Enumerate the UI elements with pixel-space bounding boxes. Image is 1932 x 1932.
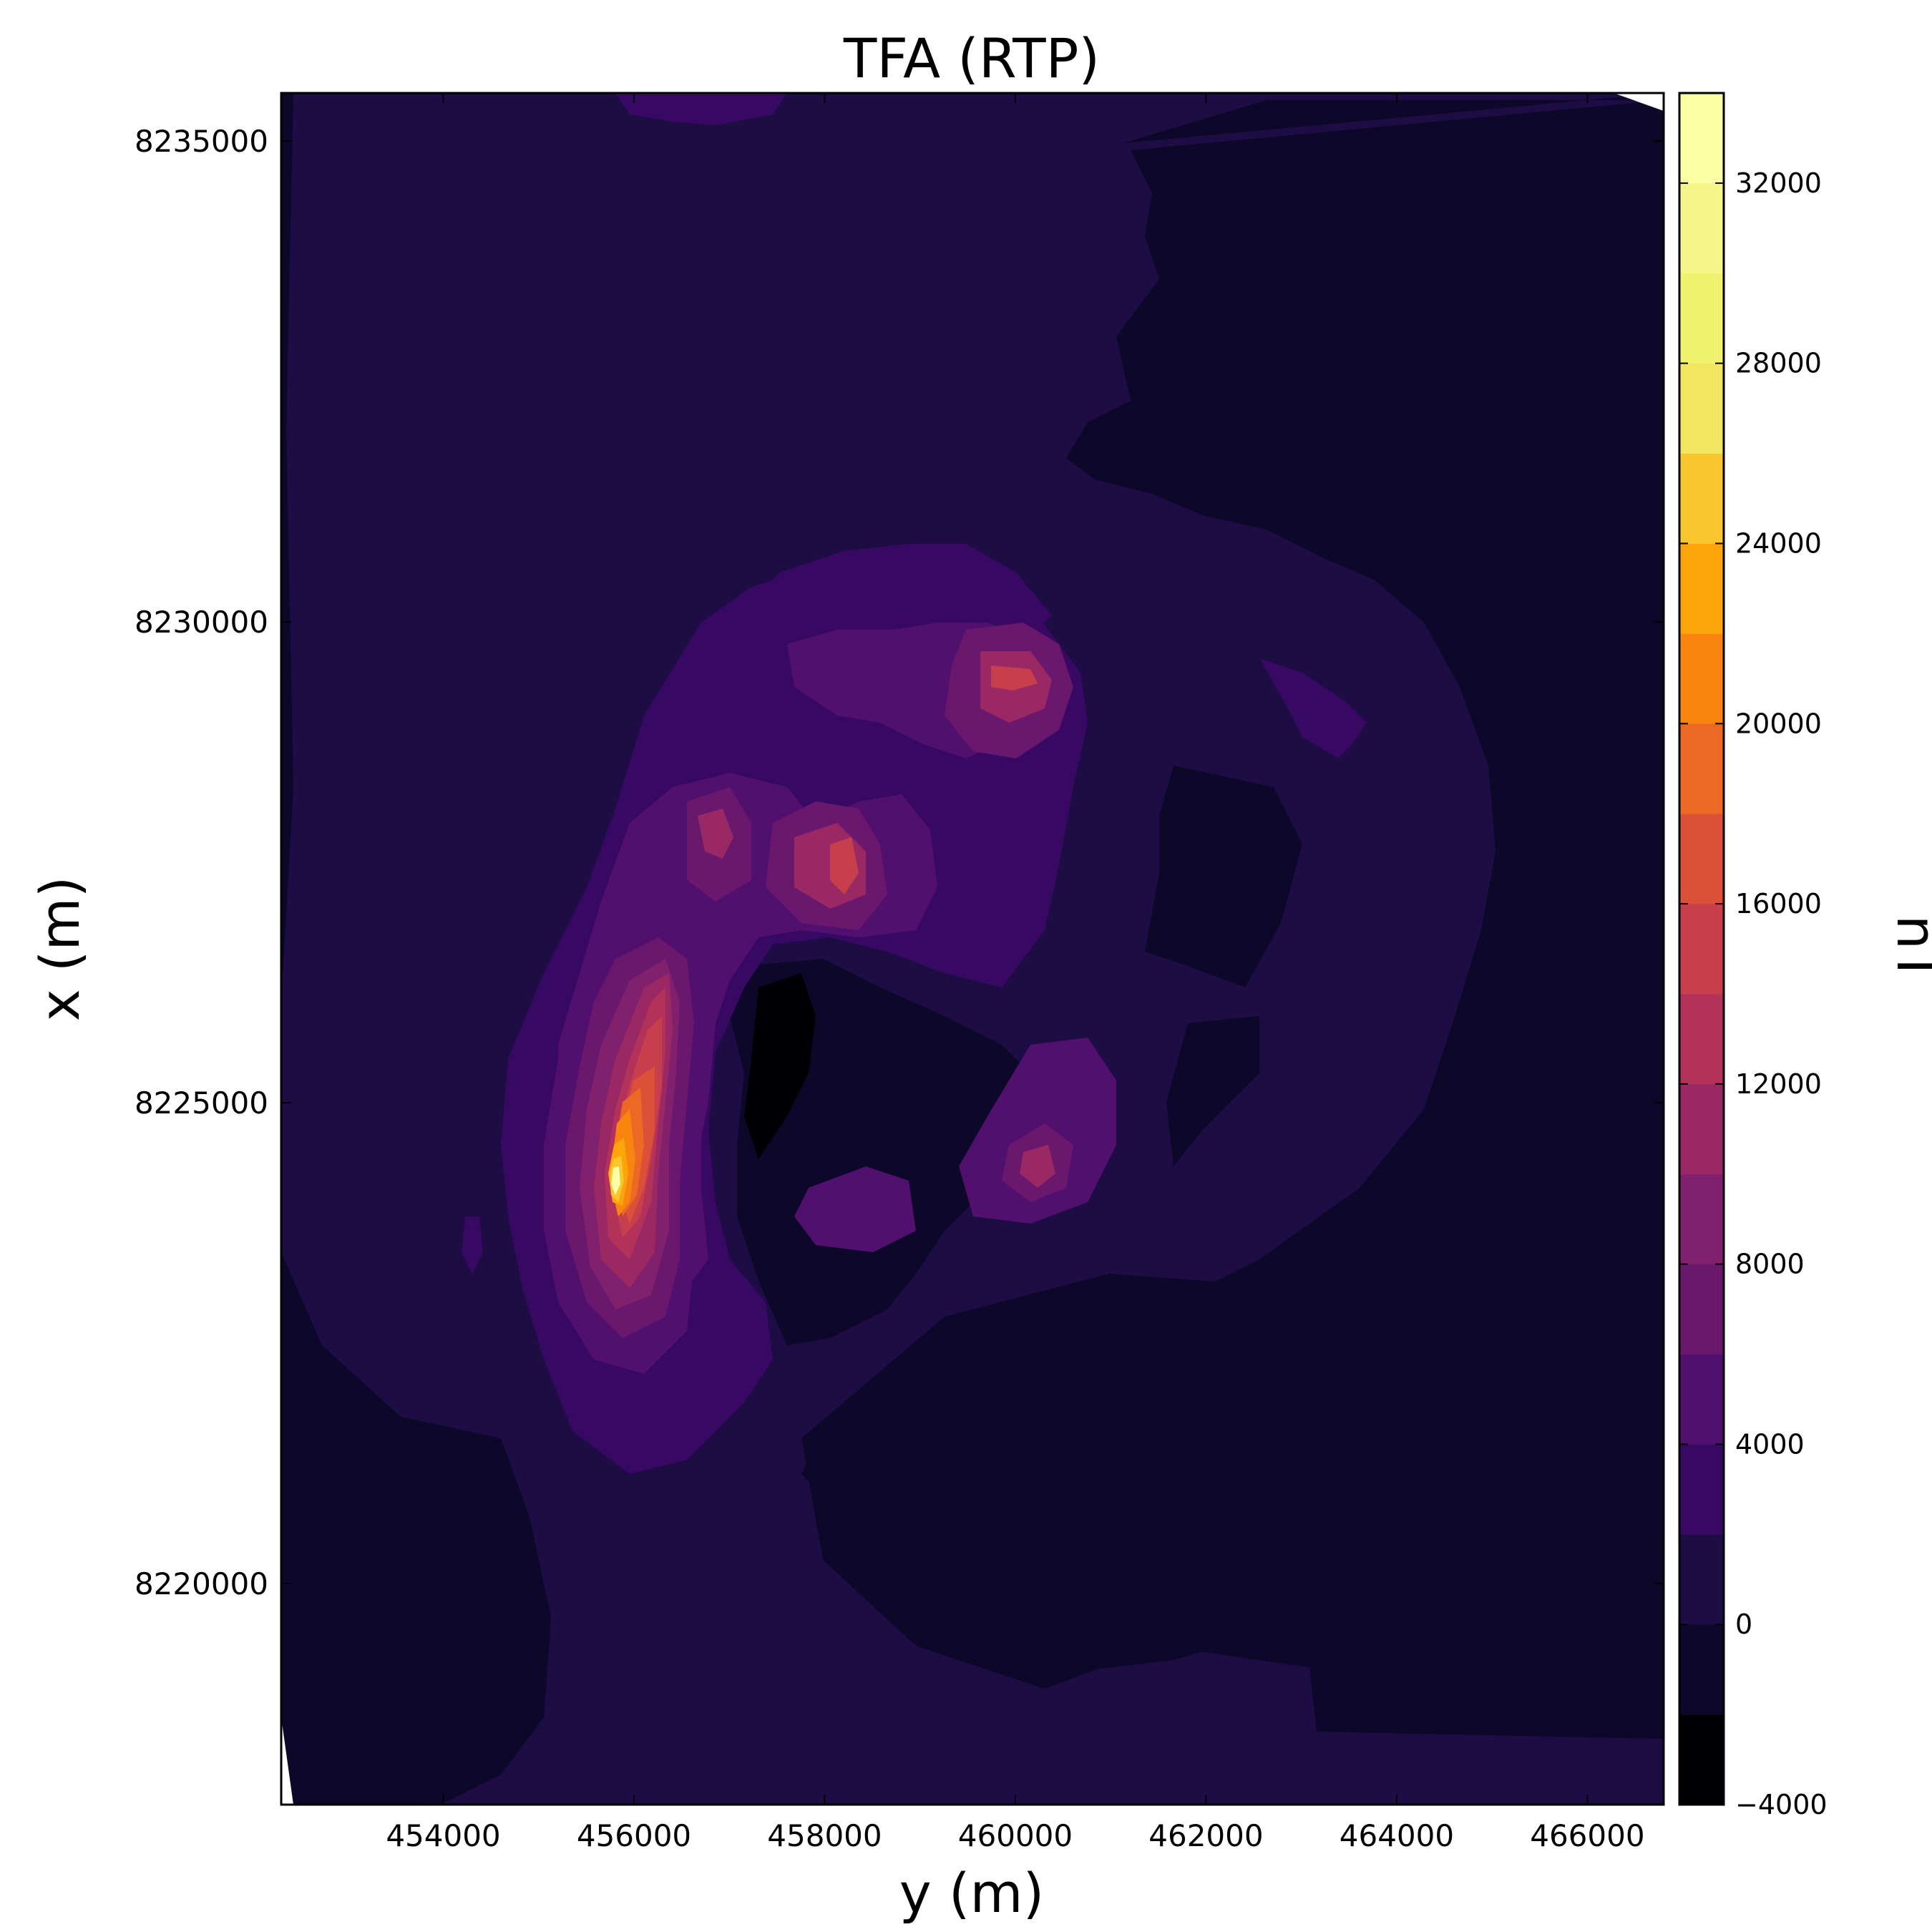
colorbar-tick-label: 24000 bbox=[1735, 527, 1822, 559]
x-axis: 454000 456000 458000 460000 462000 464000 4660… bbox=[386, 93, 1645, 1853]
y-tick-label: 8220000 bbox=[135, 1566, 268, 1601]
y-axis-title: x (m) bbox=[28, 877, 92, 1021]
colorbar-band bbox=[1679, 1714, 1724, 1805]
colorbar-title: nT bbox=[1885, 915, 1932, 983]
colorbar-band bbox=[1679, 1083, 1724, 1175]
contour-nw-peak-12000 bbox=[698, 809, 733, 859]
x-axis-title: y (m) bbox=[899, 1861, 1044, 1925]
colorbar-band bbox=[1679, 363, 1724, 454]
colorbar-tick-label: 28000 bbox=[1735, 348, 1822, 379]
colorbar-band bbox=[1679, 273, 1724, 364]
y-tick-label: 8235000 bbox=[135, 124, 268, 159]
colorbar-band bbox=[1679, 1534, 1724, 1625]
colorbar-band bbox=[1679, 633, 1724, 724]
colorbar-tick-label: 16000 bbox=[1735, 888, 1822, 919]
contour-main-32000 bbox=[611, 1166, 620, 1195]
contour-north-cap bbox=[723, 544, 1052, 658]
colorbar-band bbox=[1679, 723, 1724, 814]
x-tick-label: 454000 bbox=[386, 1818, 500, 1853]
plot-area bbox=[281, 93, 1664, 1805]
colorbar-band bbox=[1679, 453, 1724, 544]
nodata-corner-ne bbox=[1614, 93, 1664, 111]
contour-east-low-pocket bbox=[1145, 766, 1302, 987]
y-axis: 8220000 8225000 8230000 8235000 bbox=[135, 124, 1664, 1601]
contour-mid-peak-16000 bbox=[830, 837, 859, 894]
colorbar-band bbox=[1679, 904, 1724, 995]
colorbar-band bbox=[1679, 1174, 1724, 1265]
colorbar-tick-label: 4000 bbox=[1735, 1428, 1805, 1460]
colorbar: −4000 0 4000 8000 12000 16000 20000 24000 28000 3… bbox=[1678, 92, 1828, 1820]
contour-low-northwest-edge bbox=[281, 93, 293, 1002]
colorbar-band bbox=[1679, 993, 1724, 1085]
contour-se-peak-12000 bbox=[1020, 1145, 1055, 1188]
colorbar-tick-label: 20000 bbox=[1735, 708, 1822, 739]
colorbar-tick-label: 12000 bbox=[1735, 1068, 1822, 1100]
contour-west-small-blob bbox=[462, 1216, 483, 1274]
x-tick-label: 464000 bbox=[1340, 1818, 1454, 1853]
colorbar-band bbox=[1679, 814, 1724, 904]
colorbar-band bbox=[1679, 93, 1724, 184]
y-tick-label: 8225000 bbox=[135, 1085, 268, 1121]
contour-low-northeast bbox=[801, 93, 1664, 1739]
plot-frame bbox=[280, 92, 1665, 1806]
contour-ne-peak-16000 bbox=[991, 665, 1038, 691]
contour-low-east-body bbox=[801, 100, 1664, 1674]
colorbar-tick-label: −4000 bbox=[1735, 1789, 1828, 1820]
colorbar-band bbox=[1679, 1354, 1724, 1445]
contour-east-small-lobe bbox=[1259, 658, 1367, 758]
y-tick-label: 8230000 bbox=[135, 605, 268, 640]
colorbar-band bbox=[1679, 1444, 1724, 1535]
nodata-corner-sw bbox=[281, 1717, 293, 1805]
x-tick-label: 460000 bbox=[958, 1818, 1073, 1853]
x-tick-label: 466000 bbox=[1530, 1818, 1644, 1853]
x-tick-label: 462000 bbox=[1148, 1818, 1263, 1853]
chart-title: TFA (RTP) bbox=[843, 26, 1100, 90]
colorbar-band bbox=[1679, 543, 1724, 634]
contour-top-strip bbox=[615, 93, 787, 125]
colorbar-tick-label: 32000 bbox=[1735, 167, 1822, 199]
colorbar-band bbox=[1679, 182, 1724, 274]
x-tick-label: 458000 bbox=[767, 1818, 882, 1853]
colorbar-band bbox=[1679, 1264, 1724, 1355]
colorbar-frame bbox=[1678, 92, 1725, 1806]
contour-east-low-pocket-2 bbox=[1166, 1016, 1259, 1166]
x-tick-label: 456000 bbox=[577, 1818, 691, 1853]
colorbar-tick-label: 0 bbox=[1735, 1609, 1752, 1640]
contour-south-lobe-6000 bbox=[794, 1166, 916, 1252]
colorbar-band bbox=[1679, 1624, 1724, 1715]
contour-low-southwest bbox=[281, 1252, 551, 1805]
colorbar-tick-label: 8000 bbox=[1735, 1249, 1805, 1280]
contour-central-deep-low bbox=[744, 973, 816, 1159]
